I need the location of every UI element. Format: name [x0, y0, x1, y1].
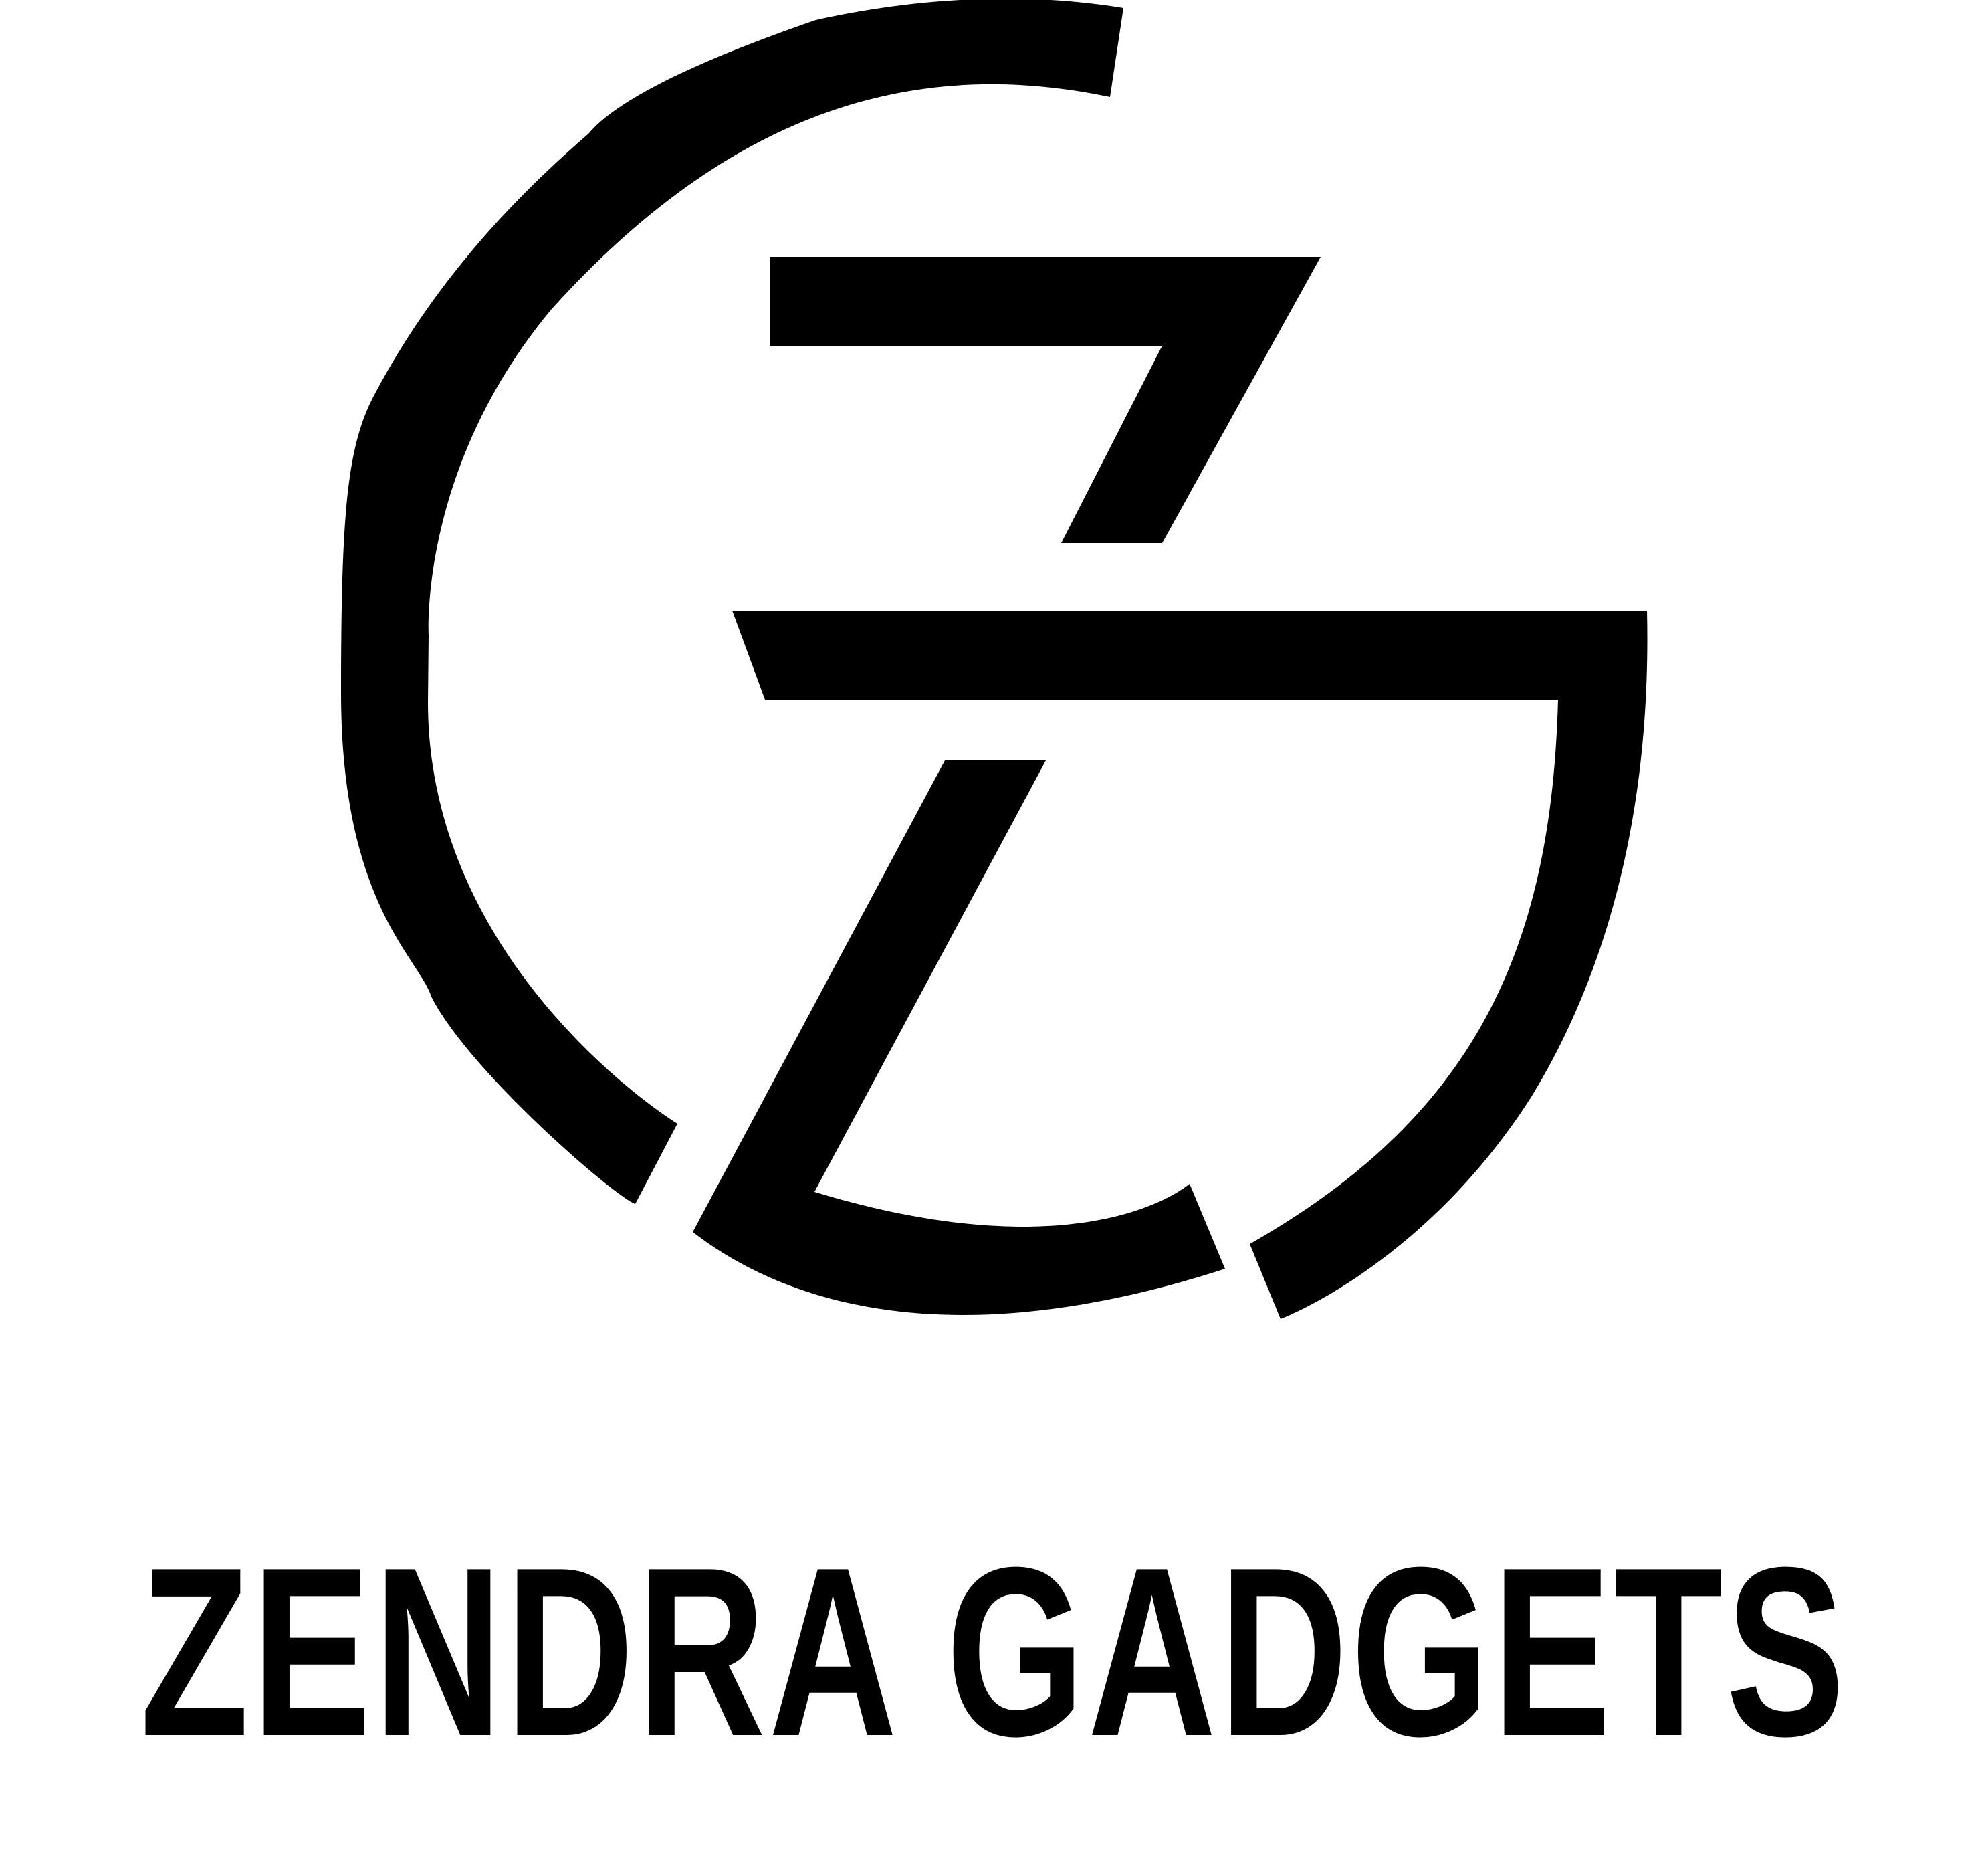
brand-wordmark: ZENDRA GADGETS	[0, 1518, 1988, 1786]
g-arc-upper-left	[341, 0, 1123, 1204]
brand-name: ZENDRA GADGETS	[140, 1518, 1848, 1786]
g-crossbar-bowl	[732, 611, 1648, 1319]
z-bottom-stroke	[693, 760, 1225, 1315]
z-top-stroke	[770, 257, 1321, 543]
